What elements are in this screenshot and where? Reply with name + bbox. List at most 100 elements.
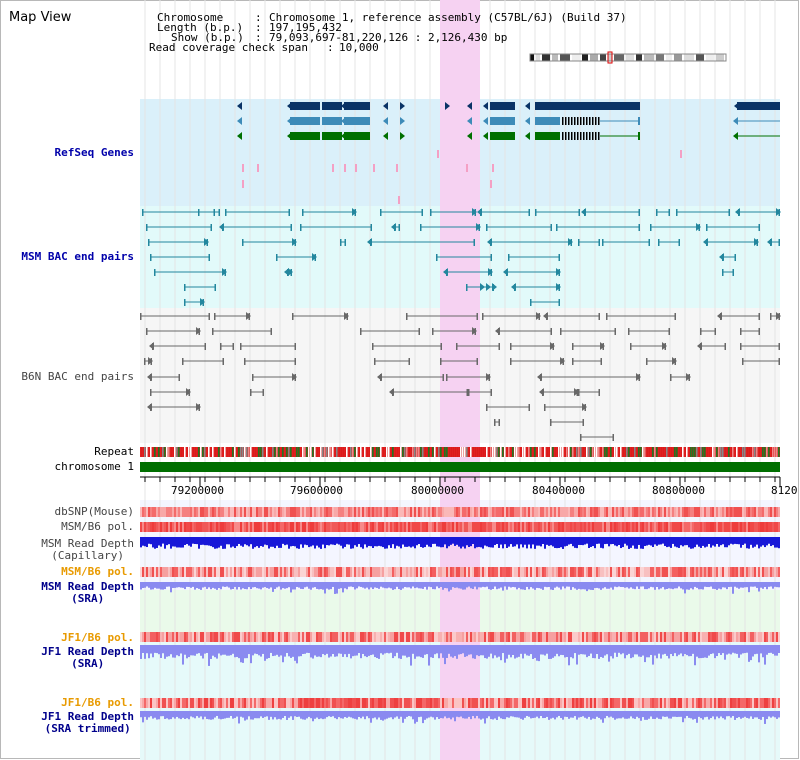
jf1-pol-2-strip [146, 698, 148, 708]
repeat-segment [704, 447, 706, 457]
track-label-chromosome[interactable]: chromosome 1 [54, 460, 134, 473]
jf1-depth-sra-bar [312, 645, 314, 659]
jf1-pol-strip [378, 632, 380, 642]
msm-pol-sra-strip [632, 567, 634, 577]
repeat-segment [536, 447, 538, 457]
jf1-pol-2-strip [502, 698, 504, 708]
repeat-segment [750, 447, 752, 457]
msm-depth-sra-bar [240, 582, 242, 590]
jf1-pol-strip [384, 632, 386, 642]
jf1-depth-trimmed-bar [224, 711, 226, 719]
msm-pol-sra-strip [740, 567, 742, 577]
jf1-depth-trimmed-bar [522, 711, 524, 720]
track-label-b6n-bac[interactable]: B6N BAC end pairs [21, 370, 134, 383]
jf1-depth-trimmed-bar [564, 711, 566, 717]
repeat-segment [642, 447, 644, 457]
msm-pol-sra-strip [456, 567, 458, 577]
msm-pol-strip [188, 522, 190, 532]
ideogram-band [696, 54, 704, 61]
msm-pol-strip [586, 522, 588, 532]
jf1-pol-strip [412, 632, 414, 642]
track-label-msm-depth-capillary[interactable]: MSM Read Depth (Capillary) [41, 538, 134, 562]
jf1-depth-sra-bar [354, 645, 356, 656]
dbsnp-strip [458, 507, 460, 517]
msm-pol-sra-strip [304, 567, 306, 577]
track-label-msm-depth-sra-line1: MSM Read Depth [41, 580, 134, 593]
track-label-jf1-depth-trimmed[interactable]: JF1 Read Depth (SRA trimmed) [41, 711, 134, 735]
msm-pol-strip [340, 522, 342, 532]
jf1-pol-2-strip [560, 698, 562, 708]
jf1-depth-trimmed-bar [558, 711, 560, 716]
msm-depth-capillary-bar [566, 537, 568, 546]
repeat-segment [204, 447, 206, 457]
repeat-segment [268, 447, 270, 457]
repeat-segment [276, 447, 278, 457]
msm-depth-sra-bar [580, 582, 582, 590]
jf1-depth-sra-bar [516, 645, 518, 658]
jf1-depth-sra-bar [334, 645, 336, 657]
track-label-jf1-b6-pol-2[interactable]: JF1/B6 pol. [61, 696, 134, 709]
track-label-jf1-b6-pol[interactable]: JF1/B6 pol. [61, 631, 134, 644]
refseq-pink-mark [490, 180, 492, 188]
msm-depth-sra-bar [392, 582, 394, 590]
dbsnp-strip [148, 507, 150, 517]
msm-depth-sra-bar [162, 582, 164, 590]
gene-exon-tick [565, 117, 567, 125]
msm-depth-sra-bar [282, 582, 284, 589]
jf1-pol-strip [350, 632, 352, 642]
msm-depth-sra-bar [350, 582, 352, 587]
msm-depth-capillary-bar [656, 537, 658, 546]
track-label-msm-b6-pol-2[interactable]: MSM/B6 pol. [61, 565, 134, 578]
jf1-depth-trimmed-bar [312, 711, 314, 722]
jf1-depth-sra-bar [348, 645, 350, 654]
axis-tick-label: 80000000 [411, 484, 464, 497]
msm-depth-capillary-bar [470, 537, 472, 547]
jf1-depth-sra-bar [586, 645, 588, 658]
track-label-jf1-depth-sra[interactable]: JF1 Read Depth (SRA) [41, 646, 134, 670]
msm-depth-capillary-bar [530, 537, 532, 549]
track-label-repeat[interactable]: Repeat [94, 445, 134, 458]
msm-pol-strip [574, 522, 576, 532]
msm-depth-sra-bar [232, 582, 234, 590]
jf1-depth-sra-bar [368, 645, 370, 656]
msm-pol-strip [176, 522, 178, 532]
gene-exon-tick [592, 132, 594, 140]
repeat-segment [342, 447, 344, 457]
jf1-pol-strip [228, 632, 230, 642]
jf1-pol-strip [518, 632, 520, 642]
jf1-depth-sra-bar [308, 645, 310, 654]
msm-pol-sra-strip [336, 567, 338, 577]
jf1-pol-strip [372, 632, 374, 642]
msm-pol-sra-strip [628, 567, 630, 577]
msm-bac-pair-end [528, 209, 530, 216]
dbsnp-strip [652, 507, 654, 517]
jf1-depth-trimmed-bar [192, 711, 194, 718]
track-label-msm-bac[interactable]: MSM BAC end pairs [21, 250, 134, 263]
msm-depth-capillary-bar [240, 537, 242, 546]
msm-depth-capillary-bar [274, 537, 276, 549]
jf1-pol-strip [396, 632, 398, 642]
jf1-pol-strip [294, 632, 296, 642]
msm-pol-sra-strip [580, 567, 582, 577]
track-label-dbsnp[interactable]: dbSNP(Mouse) [54, 505, 134, 518]
msm-depth-sra-bar [754, 582, 756, 587]
jf1-pol-2-strip [726, 698, 728, 708]
msm-depth-sra-bar [420, 582, 422, 589]
b6n-bac-pair-end [758, 328, 760, 335]
dbsnp-strip [414, 507, 416, 517]
msm-pol-sra-strip [624, 567, 626, 577]
dbsnp-strip [260, 507, 262, 517]
msm-depth-capillary-bar [624, 537, 626, 544]
jf1-pol-2-strip [294, 698, 296, 708]
track-label-msm-depth-sra[interactable]: MSM Read Depth (SRA) [41, 581, 134, 605]
dbsnp-strip [536, 507, 538, 517]
jf1-depth-sra-bar [522, 645, 524, 659]
track-label-refseq-genes[interactable]: RefSeq Genes [54, 146, 134, 159]
track-label-msm-b6-pol[interactable]: MSM/B6 pol. [61, 520, 134, 533]
jf1-depth-trimmed-bar [578, 711, 580, 718]
b6n-bac-pair-end [262, 389, 264, 396]
jf1-depth-sra-bar [600, 645, 602, 657]
repeat-segment [416, 447, 418, 457]
msm-pol-sra-strip [444, 567, 446, 577]
